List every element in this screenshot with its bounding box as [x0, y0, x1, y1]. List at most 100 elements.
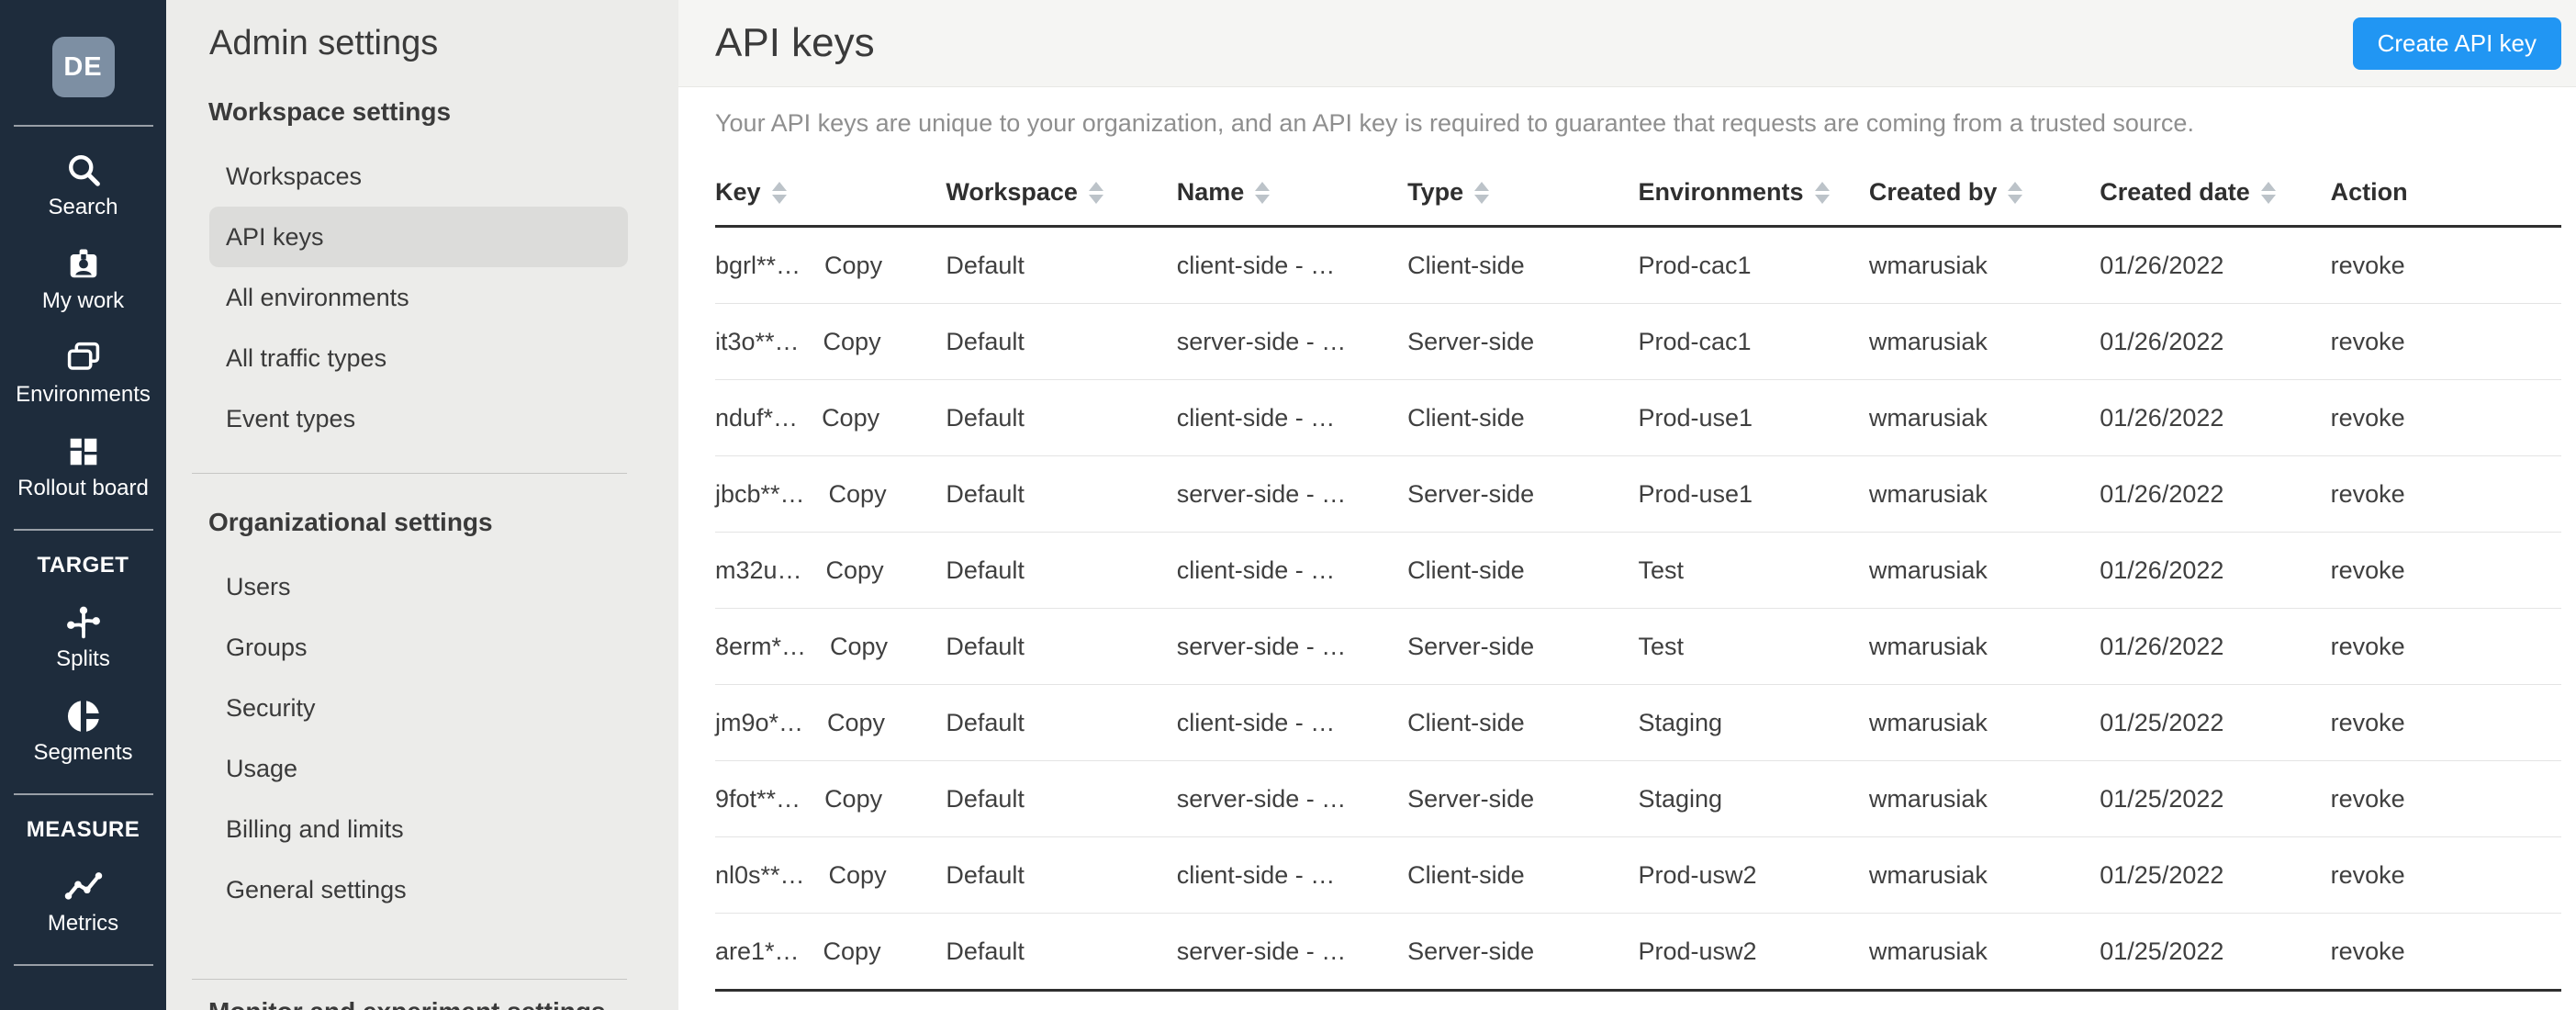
cell-name: client-side - …	[1176, 836, 1408, 914]
sort-icon[interactable]	[2260, 181, 2276, 204]
sidebar-item-rollout-board[interactable]: Rollout board	[0, 432, 166, 501]
metrics-icon	[63, 867, 104, 907]
sort-asc-arrow	[1255, 181, 1271, 191]
table-row: nduf*… Copy Default client-side - … Clie…	[715, 379, 2561, 456]
column-label: Key	[715, 178, 761, 206]
revoke-link[interactable]: revoke	[2330, 708, 2405, 736]
copy-link[interactable]: Copy	[828, 479, 887, 508]
sort-icon[interactable]	[1088, 181, 1103, 204]
api-key-value: are1*…	[715, 937, 800, 965]
table-wrap: Key Workspace Name Type Environments Created …	[715, 162, 2561, 992]
nav-item-groups[interactable]: Groups	[226, 634, 308, 661]
copy-link[interactable]: Copy	[822, 403, 880, 432]
cell-action: revoke	[2330, 608, 2561, 685]
sort-icon[interactable]	[771, 181, 787, 204]
cell-key: nl0s**… Copy	[715, 836, 946, 914]
table-row: jbcb**… Copy Default server-side - … Ser…	[715, 455, 2561, 533]
avatar[interactable]: DE	[51, 37, 115, 97]
revoke-link[interactable]: revoke	[2330, 632, 2405, 660]
cell-name: client-side - …	[1176, 226, 1408, 304]
divider	[192, 473, 627, 474]
nav-item-api-keys[interactable]: API keys	[209, 207, 628, 267]
copy-link[interactable]: Copy	[825, 556, 884, 584]
api-key-value: m32u…	[715, 556, 802, 584]
sidebar-item-splits[interactable]: Splits	[0, 602, 166, 672]
sidebar: DE Search My work Environments Rollout b…	[0, 0, 166, 1010]
sidebar-item-environments[interactable]: Environments	[0, 338, 166, 408]
revoke-link[interactable]: revoke	[2330, 784, 2405, 813]
revoke-link[interactable]: revoke	[2330, 251, 2405, 279]
nav-item-all-environments[interactable]: All environments	[226, 284, 409, 311]
revoke-link[interactable]: revoke	[2330, 860, 2405, 889]
nav-section-heading-workspace-settings: Workspace settings	[208, 97, 452, 126]
sort-icon[interactable]	[1814, 181, 1830, 204]
nav-item-all-traffic-types[interactable]: All traffic types	[226, 344, 387, 372]
cell-created-by: wmarusiak	[1868, 532, 2100, 609]
sort-icon[interactable]	[1255, 181, 1271, 204]
cell-key: jm9o*… Copy	[715, 684, 946, 761]
table-row: 9fot**… Copy Default server-side - … Ser…	[715, 760, 2561, 837]
cell-created-date: 01/26/2022	[2100, 303, 2331, 380]
cell-workspace: Default	[946, 913, 1177, 992]
column-header-environments[interactable]: Environments	[1638, 162, 1869, 228]
segments-icon	[63, 696, 104, 736]
revoke-link[interactable]: revoke	[2330, 479, 2405, 508]
copy-link[interactable]: Copy	[828, 860, 887, 889]
sidebar-item-my-work[interactable]: My work	[0, 244, 166, 314]
nav-section-heading-partial: Monitor and experiment settings	[208, 996, 678, 1010]
copy-link[interactable]: Copy	[827, 708, 886, 736]
sidebar-item-search[interactable]: Search	[0, 151, 166, 220]
column-header-workspace[interactable]: Workspace	[946, 162, 1177, 228]
cell-type: Client-side	[1407, 532, 1639, 609]
divider	[13, 529, 153, 531]
revoke-link[interactable]: revoke	[2330, 403, 2405, 432]
column-header-name[interactable]: Name	[1176, 162, 1408, 228]
cell-name: client-side - …	[1176, 379, 1408, 456]
api-key-value: nl0s**…	[715, 860, 805, 889]
cell-name: client-side - …	[1176, 532, 1408, 609]
settings-nav: Admin settings Workspace settings Workspa…	[166, 0, 678, 1010]
column-header-key[interactable]: Key	[715, 162, 946, 228]
column-header-created-date[interactable]: Created date	[2100, 162, 2331, 228]
cell-created-by: wmarusiak	[1868, 913, 2100, 992]
column-header-created-by[interactable]: Created by	[1868, 162, 2100, 228]
column-header-type[interactable]: Type	[1407, 162, 1639, 228]
cell-created-by: wmarusiak	[1868, 608, 2100, 685]
divider	[13, 793, 153, 795]
nav-item-billing-and-limits[interactable]: Billing and limits	[226, 815, 404, 843]
cell-created-by: wmarusiak	[1868, 455, 2100, 533]
nav-item-general-settings[interactable]: General settings	[226, 876, 407, 903]
sidebar-item-segments[interactable]: Segments	[0, 696, 166, 766]
api-keys-table: Key Workspace Name Type Environments Created …	[715, 162, 2561, 992]
revoke-link[interactable]: revoke	[2330, 937, 2405, 965]
create-api-key-button[interactable]: Create API key	[2352, 17, 2561, 70]
copy-link[interactable]: Copy	[824, 784, 883, 813]
cell-name: server-side - …	[1176, 455, 1408, 533]
revoke-link[interactable]: revoke	[2330, 327, 2405, 355]
cell-workspace: Default	[946, 836, 1177, 914]
nav-item-workspaces[interactable]: Workspaces	[226, 163, 363, 190]
sidebar-item-metrics[interactable]: Metrics	[0, 867, 166, 937]
nav-item-security[interactable]: Security	[226, 694, 316, 722]
sidebar-sections: TARGET Splits Segments MEASURE Metrics	[0, 501, 166, 966]
sort-icon[interactable]	[1474, 181, 1490, 204]
revoke-link[interactable]: revoke	[2330, 556, 2405, 584]
copy-link[interactable]: Copy	[823, 327, 881, 355]
api-key-value: bgrl**…	[715, 251, 801, 279]
api-key-value: it3o**…	[715, 327, 800, 355]
column-label: Type	[1407, 178, 1464, 206]
copy-link[interactable]: Copy	[824, 251, 883, 279]
nav-item-usage[interactable]: Usage	[226, 755, 298, 782]
sort-icon[interactable]	[2008, 181, 2023, 204]
cell-action: revoke	[2330, 532, 2561, 609]
copy-link[interactable]: Copy	[823, 937, 881, 965]
cell-name: client-side - …	[1176, 684, 1408, 761]
table-row: are1*… Copy Default server-side - … Serv…	[715, 913, 2561, 992]
nav-item-event-types[interactable]: Event types	[226, 405, 356, 432]
page-header: API keys Create API key	[678, 0, 2576, 87]
cell-environments: Prod-usw2	[1638, 836, 1869, 914]
cell-key: 8erm*… Copy	[715, 608, 946, 685]
copy-link[interactable]: Copy	[830, 632, 889, 660]
nav-item-users[interactable]: Users	[226, 573, 291, 600]
nav-title: Admin settings	[209, 24, 439, 62]
